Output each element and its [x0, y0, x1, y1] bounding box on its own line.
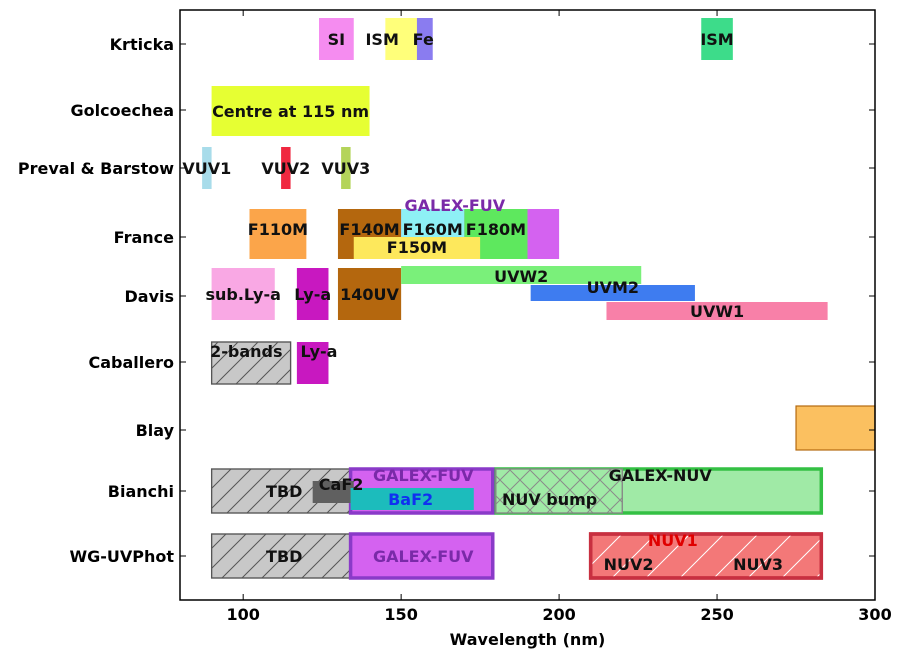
plot-frame	[179, 9, 876, 601]
y-tick-label-davis: Davis	[124, 287, 174, 306]
band-davis-ly-a	[296, 268, 329, 320]
band-caballero-ly-a	[296, 342, 329, 384]
band-label-wg-uvphot-tbd: TBD	[266, 547, 302, 566]
band-label-krticka-ism: ISM	[365, 30, 398, 49]
band-krticka-ism	[701, 18, 733, 60]
band-label-bianchi-baf2: BaF2	[388, 490, 433, 509]
band-davis-uvw2	[401, 266, 642, 284]
band-label-preval-barstow-vuv1: VUV1	[182, 159, 231, 178]
bands-layer	[202, 18, 876, 580]
x-tick-label-150: 150	[384, 605, 417, 624]
band-label-caballero-ly-a: Ly-a	[301, 342, 338, 361]
band-label-caballero-2-bands: 2-bands	[210, 342, 282, 361]
band-label-preval-barstow-vuv3: VUV3	[321, 159, 370, 178]
band-davis-uvw1	[606, 302, 828, 320]
band-wg-uvphot-galex-fuv	[348, 532, 495, 580]
band-labels-layer: SI ISM Fe ISM Centre at 115 nm VUV1 VUV2 VUV3 GA…	[182, 30, 783, 574]
band-krticka-si	[319, 18, 354, 60]
band-label-wg-uvphot-nuv1: NUV1	[648, 531, 698, 550]
band-golcoechea-centre-at-115-nm	[211, 86, 370, 136]
band-label-davis-140uv: 140UV	[340, 285, 399, 304]
band-bianchi-baf2	[350, 488, 474, 510]
band-label-krticka-fe: Fe	[413, 30, 434, 49]
y-tick-label-wg-uvphot: WG-UVPhot	[69, 547, 174, 566]
band-label-davis-uvw2: UVW2	[494, 267, 548, 286]
band-label-bianchi-galex-fuv: GALEX-FUV	[373, 466, 474, 485]
band-label-france-f180m: F180M	[466, 220, 526, 239]
band-krticka-ism	[385, 18, 417, 60]
band-label-france-f150m: F150M	[387, 238, 447, 257]
y-tick-label-golcoechea: Golcoechea	[71, 101, 174, 120]
band-france-f110m	[249, 209, 307, 259]
x-tick-label-300: 300	[858, 605, 891, 624]
band-label-davis-ly-a: Ly-a	[294, 285, 331, 304]
band-label-france-f110m: F110M	[248, 220, 308, 239]
x-tick-label-200: 200	[542, 605, 575, 624]
band-label-bianchi-caf2: CaF2	[319, 475, 364, 494]
band-label-krticka-si: SI	[328, 30, 345, 49]
band-label-davis-sub-ly-a: sub.Ly-a	[205, 285, 280, 304]
y-tick-label-bianchi: Bianchi	[108, 482, 174, 501]
band-label-wg-uvphot-nuv3: NUV3	[733, 555, 783, 574]
band-davis-140uv	[337, 268, 402, 320]
band-label-wg-uvphot-galex-fuv: GALEX-FUV	[373, 547, 474, 566]
band-hatch-wg-uvphot-32	[588, 532, 824, 580]
band-bianchi-caf2	[312, 481, 354, 503]
band-davis-uvm2	[530, 285, 695, 301]
band-hatch-wg-uvphot-30	[210, 533, 352, 579]
band-label-bianchi-nuv-bump: NUV bump	[502, 490, 597, 509]
band-davis-sub-ly-a	[211, 268, 275, 320]
band-preval-barstow-vuv2	[281, 147, 291, 189]
band-label-france-f140m: F140M	[339, 220, 399, 239]
band-preval-barstow-vuv1	[202, 147, 212, 189]
band-label-preval-barstow-vuv2: VUV2	[261, 159, 310, 178]
band-label-golcoechea-centre-at-115-nm: Centre at 115 nm	[212, 102, 369, 121]
x-tick-label-250: 250	[700, 605, 733, 624]
band-blay-unlabeled-23	[795, 405, 876, 451]
x-axis-title: Wavelength (nm)	[450, 630, 606, 649]
axes-layer: 100 150 200 250 300 Krticka Golcoechea Preval &…	[18, 10, 892, 624]
y-tick-label-krticka: Krticka	[110, 35, 174, 54]
band-label-france-galex-fuv: GALEX-FUV	[405, 196, 506, 215]
band-label-france-f160m: F160M	[403, 220, 463, 239]
band-label-davis-uvm2: UVM2	[587, 278, 639, 297]
band-france-f150m	[353, 237, 481, 259]
band-label-davis-uvw1: UVW1	[690, 302, 744, 321]
y-tick-label-france: France	[114, 228, 174, 247]
band-label-wg-uvphot-nuv2: NUV2	[604, 555, 654, 574]
band-label-bianchi-galex-nuv: GALEX-NUV	[609, 466, 713, 485]
band-hatch-caballero-21	[210, 341, 292, 385]
y-tick-label-blay: Blay	[136, 421, 175, 440]
x-tick-label-100: 100	[226, 605, 259, 624]
band-preval-barstow-vuv3	[341, 147, 351, 189]
y-tick-label-preval-barstow: Preval & Barstow	[18, 159, 174, 178]
y-tick-label-caballero: Caballero	[89, 353, 175, 372]
band-label-bianchi-tbd: TBD	[266, 482, 302, 501]
band-hatch-bianchi-26	[495, 468, 623, 514]
band-label-krticka-ism: ISM	[700, 30, 733, 49]
